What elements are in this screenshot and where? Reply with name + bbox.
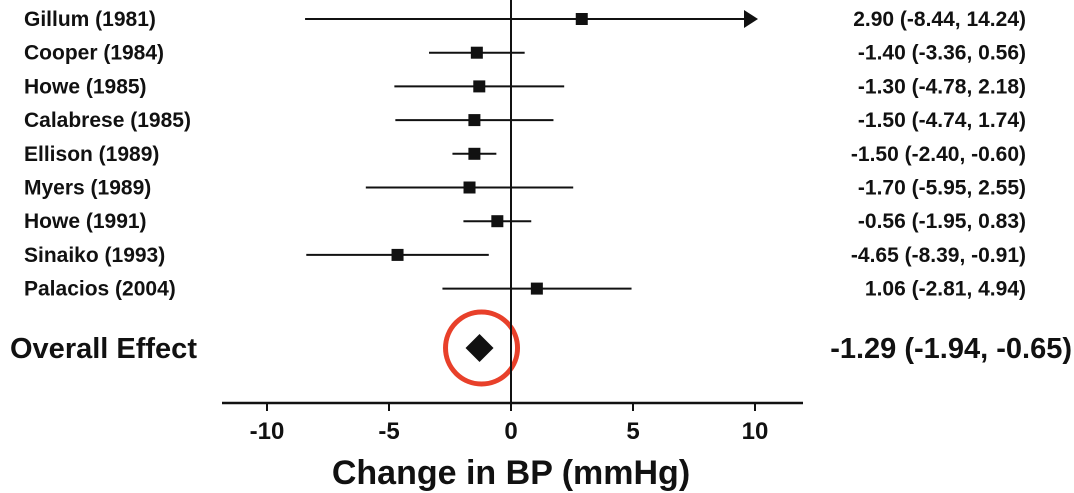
overall-effect-diamond xyxy=(465,334,494,362)
study-row: Cooper (1984) -1.40 (-3.36, 0.56) xyxy=(24,42,1026,65)
point-estimate-square xyxy=(575,13,588,25)
study-label: Cooper (1984) xyxy=(24,42,164,65)
study-row: Howe (1985) -1.30 (-4.78, 2.18) xyxy=(24,75,1026,98)
study-label: Palacios (2004) xyxy=(24,278,176,301)
ci-label: -0.56 (-1.95, 0.83) xyxy=(858,210,1026,233)
ci-label: -4.65 (-8.39, -0.91) xyxy=(851,244,1026,267)
study-label: Howe (1985) xyxy=(24,75,147,98)
x-tick-label: 0 xyxy=(504,418,517,445)
point-estimate-square xyxy=(468,147,481,160)
point-estimate-square xyxy=(530,282,543,295)
study-label: Gillum (1981) xyxy=(24,8,156,31)
point-estimate-square xyxy=(468,114,481,127)
point-estimate-square xyxy=(491,215,504,228)
study-label: Ellison (1989) xyxy=(24,143,159,166)
x-tick-label: 10 xyxy=(742,418,769,445)
study-rows: Gillum (1981) 2.90 (-8.44, 14.24) Cooper (… xyxy=(24,8,1026,301)
study-label: Myers (1989) xyxy=(24,177,151,200)
overall-effect-ci-label: -1.29 (-1.94, -0.65) xyxy=(830,333,1072,365)
x-tick-label: -5 xyxy=(378,418,399,445)
study-row: Palacios (2004) 1.06 (-2.81, 4.94) xyxy=(24,278,1026,301)
study-label: Howe (1991) xyxy=(24,210,147,233)
ci-label: 2.90 (-8.44, 14.24) xyxy=(853,8,1026,31)
x-axis-ticks: -10 -5 0 5 10 xyxy=(250,403,769,445)
point-estimate-square xyxy=(463,181,476,194)
point-estimate-square xyxy=(473,80,486,93)
study-row: Myers (1989) -1.70 (-5.95, 2.55) xyxy=(24,177,1026,200)
study-row: Calabrese (1985) -1.50 (-4.74, 1.74) xyxy=(24,109,1026,132)
overall-effect-row: Overall Effect -1.29 (-1.94, -0.65) xyxy=(10,309,1072,387)
x-tick-label: -10 xyxy=(250,418,285,445)
ci-label: -1.30 (-4.78, 2.18) xyxy=(858,75,1026,98)
ci-label: -1.40 (-3.36, 0.56) xyxy=(858,42,1026,65)
x-tick-label: 5 xyxy=(626,418,639,445)
highlight-circle-annotation xyxy=(443,309,521,387)
x-axis: -10 -5 0 5 10 xyxy=(222,401,803,445)
study-row: Gillum (1981) 2.90 (-8.44, 14.24) xyxy=(24,8,1026,31)
overall-effect-label: Overall Effect xyxy=(10,333,197,365)
study-label: Calabrese (1985) xyxy=(24,109,191,132)
ci-label: -1.50 (-2.40, -0.60) xyxy=(851,143,1026,166)
point-estimate-square xyxy=(391,248,404,261)
ci-label: 1.06 (-2.81, 4.94) xyxy=(865,278,1026,301)
ci-label: -1.70 (-5.95, 2.55) xyxy=(858,177,1026,200)
study-row: Sinaiko (1993) -4.65 (-8.39, -0.91) xyxy=(24,244,1026,267)
study-row: Ellison (1989) -1.50 (-2.40, -0.60) xyxy=(24,143,1026,166)
study-row: Howe (1991) -0.56 (-1.95, 0.83) xyxy=(24,210,1026,233)
point-estimate-square xyxy=(470,46,483,59)
ci-label: -1.50 (-4.74, 1.74) xyxy=(858,109,1026,132)
x-axis-title: Change in BP (mmHg) xyxy=(332,454,690,492)
study-label: Sinaiko (1993) xyxy=(24,244,165,267)
truncation-arrow xyxy=(744,10,758,28)
